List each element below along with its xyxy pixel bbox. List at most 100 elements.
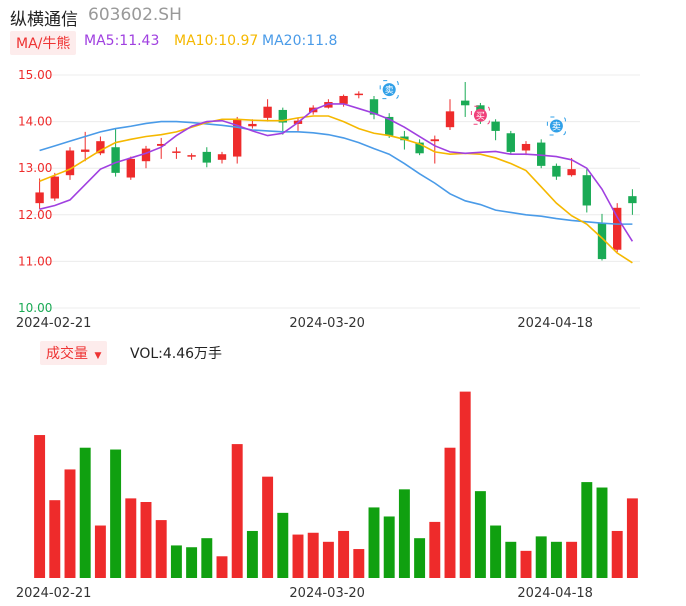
signal-label: 卖: [552, 121, 561, 132]
ma-indicator-tab[interactable]: MA/牛熊: [10, 31, 77, 55]
candle-body: [521, 143, 531, 151]
candle: [263, 99, 272, 122]
signal-label: 买: [476, 111, 485, 122]
candle: [567, 157, 576, 177]
candle: [491, 119, 500, 141]
volume-bar: [368, 507, 380, 578]
candle: [50, 172, 59, 201]
ma20-legend: MA20:11.8: [262, 33, 338, 49]
volume-bar: [79, 447, 91, 578]
stock-name: 纵横通信: [10, 10, 78, 30]
volume-indicator-tab[interactable]: 成交量 ▼: [40, 341, 108, 365]
date-tick-label: 2024-02-21: [16, 316, 92, 331]
sell-signal-marker: 卖: [546, 116, 566, 136]
volume-bar: [596, 487, 608, 578]
ma10-legend: MA10:10.97: [174, 33, 259, 49]
sell-signal-marker: 卖: [379, 80, 399, 100]
candle-body: [582, 175, 591, 206]
candle-body: [597, 223, 607, 260]
candle: [461, 81, 470, 117]
candle-body: [65, 150, 75, 176]
volume-bar: [201, 538, 213, 578]
volume-bar: [414, 538, 426, 578]
volume-bar: [581, 482, 593, 578]
candle-body: [613, 207, 622, 250]
candle-body: [461, 100, 470, 106]
candle-body: [35, 192, 44, 204]
candle: [126, 156, 135, 180]
volume-bar: [140, 502, 152, 578]
volume-bar: [34, 435, 46, 578]
candle-body: [415, 142, 424, 154]
volume-bar: [550, 541, 562, 578]
chevron-down-icon: ▼: [94, 351, 102, 361]
stock-code: 603602.SH: [88, 5, 182, 25]
candle-body: [126, 158, 135, 178]
volume-bar: [216, 556, 228, 578]
volume-bar: [322, 541, 334, 578]
ma5-legend: MA5:11.43: [84, 33, 160, 49]
candle: [506, 130, 515, 155]
candle-body: [491, 121, 500, 131]
candle-body: [172, 151, 181, 153]
signal-dot: [382, 83, 396, 97]
volume-bar: [383, 516, 395, 578]
candle-body: [445, 111, 455, 128]
candle-body: [400, 136, 409, 141]
candle-body: [202, 151, 211, 163]
candle: [537, 139, 546, 169]
candle-body: [537, 142, 546, 166]
candle-body: [339, 95, 348, 104]
volume-bar: [155, 520, 167, 578]
candle-body: [628, 196, 637, 204]
candle-body: [506, 133, 515, 152]
candle: [354, 91, 363, 99]
price-tick-label: 11.00: [18, 254, 52, 268]
date-tick-label: 2024-03-20: [289, 316, 365, 331]
candle: [385, 113, 394, 138]
price-tick-label: 12.00: [18, 208, 52, 222]
volume-bar: [505, 541, 517, 578]
volume-bar: [474, 491, 486, 578]
candle: [111, 128, 120, 177]
volume-bar: [490, 525, 502, 578]
candle-body: [96, 141, 105, 154]
candle: [552, 163, 561, 180]
candle: [187, 153, 196, 160]
ma5-line: [39, 103, 634, 242]
volume-bar: [520, 550, 532, 578]
candle-body: [248, 123, 257, 127]
candle: [628, 189, 637, 215]
candle: [445, 99, 455, 130]
candle-body: [430, 139, 439, 142]
volume-bar: [626, 498, 638, 578]
candle: [157, 137, 166, 159]
candle: [172, 147, 181, 159]
signal-dot: [549, 119, 563, 133]
candle: [141, 145, 151, 169]
candle-body: [263, 106, 272, 118]
candle-body: [324, 102, 333, 108]
volume-value: VOL:4.46万手: [130, 346, 223, 362]
candle-body: [567, 169, 576, 176]
volume-bar: [444, 447, 456, 578]
candle: [430, 135, 439, 164]
volume-bar: [429, 521, 441, 578]
candle-body: [217, 154, 227, 160]
candle: [96, 136, 105, 156]
volume-bar: [292, 534, 304, 578]
candle-body: [187, 155, 196, 157]
ma20-line: [39, 120, 633, 225]
candle-body: [278, 109, 287, 123]
signal-label: 卖: [385, 85, 394, 96]
price-tick-label: 10.00: [18, 301, 52, 315]
candle: [415, 139, 424, 156]
volume-bar: [170, 545, 182, 578]
candle: [202, 147, 211, 168]
candle-body: [141, 148, 151, 162]
volume-bar: [338, 530, 350, 578]
volume-bar: [459, 391, 471, 578]
signal-dot: [473, 108, 487, 122]
candle-body: [354, 93, 363, 96]
